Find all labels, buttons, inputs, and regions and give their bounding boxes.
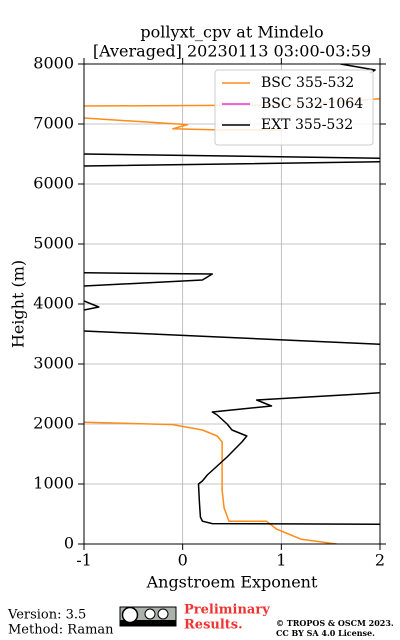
legend-label: EXT 355-532 (261, 117, 353, 133)
method: Method: Raman (8, 623, 114, 638)
y-tick-label: 1000 (33, 474, 74, 493)
x-tick-label: 0 (178, 551, 188, 570)
y-tick-label: 6000 (33, 174, 74, 193)
chart-title: pollyxt_cpv at Mindelo (140, 23, 323, 42)
y-tick-label: 3000 (33, 354, 74, 373)
y-tick-label: 8000 (33, 54, 74, 73)
x-axis-label: Angstroem Exponent (146, 573, 318, 592)
results: Results. (184, 618, 243, 633)
data-line (84, 64, 380, 525)
y-tick-label: 4000 (33, 294, 74, 313)
legend-box (214, 69, 374, 146)
x-tick-label: 1 (276, 551, 286, 570)
legend: BSC 355-532 BSC 532-1064 EXT 355-532 (214, 69, 374, 146)
y-tick-label: 2000 (33, 414, 74, 433)
license: CC BY SA 4.0 License. (276, 628, 375, 638)
y-tick-label: 5000 (33, 234, 74, 253)
version: Version: 3.5 (7, 608, 86, 623)
copyright: © TROPOS & OSCM 2023. (276, 618, 394, 628)
y-axis-label: Height (m) (9, 260, 28, 348)
axes-frame (83, 63, 381, 545)
preliminary: Preliminary (184, 603, 270, 618)
y-tick-label: 7000 (33, 114, 74, 133)
legend-label: BSC 355-532 (261, 75, 354, 91)
series (84, 64, 380, 525)
x-tick-label: -1 (76, 551, 92, 570)
y-tick-label: 0 (64, 534, 74, 553)
chart-subtitle: [Averaged] 20230113 03:00-03:59 (93, 42, 371, 61)
x-tick-label: 2 (375, 551, 385, 570)
cc-logo (119, 606, 177, 627)
legend-label: BSC 532-1064 (261, 96, 363, 112)
